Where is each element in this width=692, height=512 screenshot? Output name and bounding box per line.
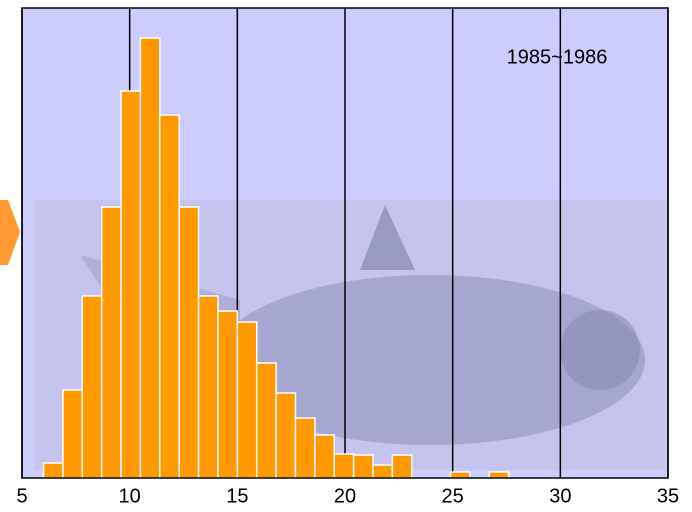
x-tick-label: 10	[119, 485, 141, 507]
bar	[100, 206, 122, 479]
x-tick-label: 5	[16, 485, 27, 507]
fish-body	[215, 275, 645, 445]
x-tick-label: 35	[657, 485, 679, 507]
plot-border	[21, 7, 669, 479]
bar	[372, 464, 394, 479]
bar	[217, 310, 239, 479]
x-axis: 5 10 15 20 25 30 35	[16, 485, 679, 507]
nav-arrow	[0, 200, 20, 265]
bar	[449, 471, 471, 479]
bar	[488, 471, 510, 479]
bar	[178, 206, 200, 479]
bar	[159, 114, 180, 479]
annotation: 1985~1986	[507, 46, 608, 68]
bar	[352, 454, 374, 479]
x-tick-label: 15	[226, 485, 248, 507]
bar	[333, 453, 355, 479]
bar	[42, 462, 64, 479]
bar	[391, 454, 413, 479]
bar	[120, 90, 142, 479]
bar	[81, 295, 103, 479]
bar	[236, 321, 258, 479]
bar	[139, 37, 161, 479]
bar	[294, 417, 316, 479]
x-tick-label: 25	[442, 485, 464, 507]
bar	[255, 362, 277, 479]
x-tick-label: 20	[334, 485, 356, 507]
bar	[314, 434, 335, 479]
bar	[62, 389, 84, 479]
fish-fin	[360, 205, 415, 270]
fish-head	[560, 310, 640, 390]
x-tick-label: 30	[549, 485, 571, 507]
bar	[197, 295, 219, 479]
bar	[275, 392, 297, 479]
bars	[42, 37, 510, 479]
